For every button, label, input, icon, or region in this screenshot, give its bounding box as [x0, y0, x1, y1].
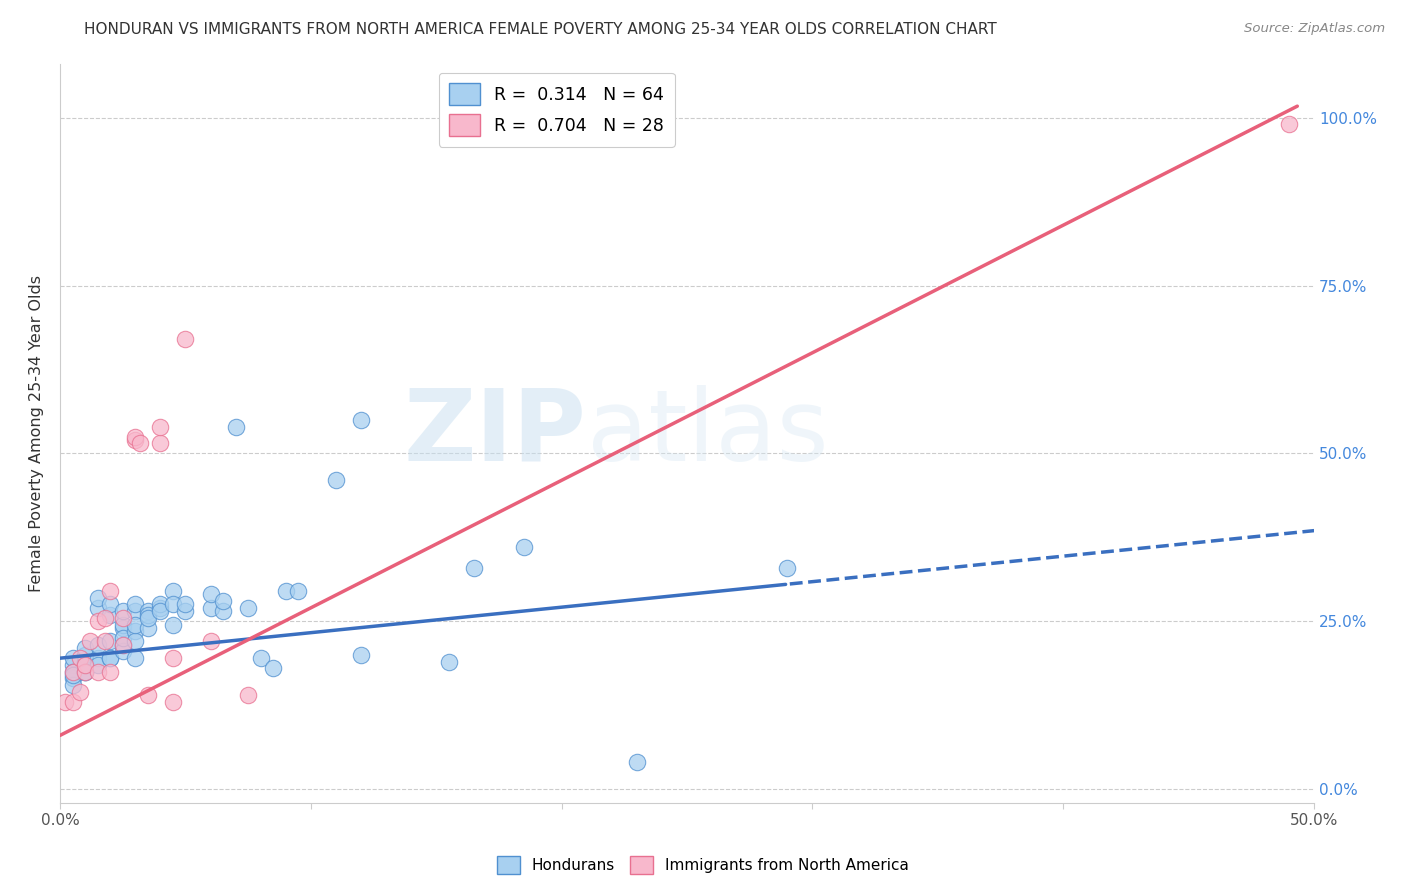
- Point: [98, 598, 121, 612]
- Point: [111, 611, 134, 625]
- Point: [162, 584, 184, 599]
- Point: [174, 604, 197, 618]
- Y-axis label: Female Poverty Among 25-34 Year Olds: Female Poverty Among 25-34 Year Olds: [30, 275, 44, 591]
- Point: [111, 617, 134, 632]
- Point: [98, 607, 121, 622]
- Point: [75, 657, 97, 672]
- Point: [162, 598, 184, 612]
- Point: [162, 617, 184, 632]
- Point: [86, 638, 108, 652]
- Point: [437, 655, 460, 669]
- Point: [124, 430, 146, 444]
- Point: [75, 641, 97, 656]
- Point: [174, 332, 197, 346]
- Point: [75, 665, 97, 679]
- Text: atlas: atlas: [586, 384, 828, 482]
- Point: [94, 611, 117, 625]
- Point: [86, 657, 108, 672]
- Point: [776, 560, 799, 574]
- Point: [124, 651, 146, 665]
- Point: [149, 598, 172, 612]
- Point: [212, 604, 235, 618]
- Point: [350, 413, 373, 427]
- Point: [236, 688, 259, 702]
- Point: [53, 695, 76, 709]
- Point: [149, 600, 172, 615]
- Point: [287, 584, 309, 599]
- Point: [111, 638, 134, 652]
- Point: [136, 604, 159, 618]
- Point: [129, 436, 152, 450]
- Point: [124, 433, 146, 447]
- Point: [200, 587, 222, 601]
- Text: ZIP: ZIP: [404, 384, 586, 482]
- Point: [62, 657, 84, 672]
- Point: [98, 634, 121, 648]
- Point: [98, 584, 121, 599]
- Point: [212, 594, 235, 608]
- Point: [75, 665, 97, 679]
- Point: [149, 436, 172, 450]
- Point: [75, 657, 97, 672]
- Point: [136, 611, 159, 625]
- Point: [98, 651, 121, 665]
- Legend: Hondurans, Immigrants from North America: Hondurans, Immigrants from North America: [491, 850, 915, 880]
- Text: HONDURAN VS IMMIGRANTS FROM NORTH AMERICA FEMALE POVERTY AMONG 25-34 YEAR OLDS C: HONDURAN VS IMMIGRANTS FROM NORTH AMERIC…: [84, 22, 997, 37]
- Point: [149, 604, 172, 618]
- Point: [94, 634, 117, 648]
- Point: [325, 473, 347, 487]
- Point: [225, 419, 247, 434]
- Legend: R =  0.314   N = 64, R =  0.704   N = 28: R = 0.314 N = 64, R = 0.704 N = 28: [439, 73, 675, 147]
- Point: [79, 634, 101, 648]
- Point: [262, 661, 284, 675]
- Point: [350, 648, 373, 662]
- Point: [62, 695, 84, 709]
- Point: [124, 634, 146, 648]
- Point: [124, 604, 146, 618]
- Point: [136, 621, 159, 635]
- Point: [111, 604, 134, 618]
- Point: [149, 419, 172, 434]
- Point: [62, 665, 84, 679]
- Point: [274, 584, 297, 599]
- Point: [62, 668, 84, 682]
- Point: [463, 560, 485, 574]
- Point: [111, 631, 134, 645]
- Point: [513, 541, 536, 555]
- Point: [86, 651, 108, 665]
- Point: [626, 756, 648, 770]
- Point: [98, 651, 121, 665]
- Point: [200, 634, 222, 648]
- Point: [98, 665, 121, 679]
- Point: [75, 665, 97, 679]
- Point: [124, 624, 146, 639]
- Text: Source: ZipAtlas.com: Source: ZipAtlas.com: [1244, 22, 1385, 36]
- Point: [174, 598, 197, 612]
- Point: [75, 655, 97, 669]
- Point: [136, 688, 159, 702]
- Point: [162, 695, 184, 709]
- Point: [1278, 118, 1301, 132]
- Point: [200, 600, 222, 615]
- Point: [86, 600, 108, 615]
- Point: [69, 651, 91, 665]
- Point: [111, 638, 134, 652]
- Point: [249, 651, 271, 665]
- Point: [62, 665, 84, 679]
- Point: [111, 644, 134, 658]
- Point: [86, 591, 108, 605]
- Point: [236, 600, 259, 615]
- Point: [86, 614, 108, 628]
- Point: [124, 598, 146, 612]
- Point: [162, 651, 184, 665]
- Point: [62, 671, 84, 685]
- Point: [69, 685, 91, 699]
- Point: [62, 651, 84, 665]
- Point: [86, 665, 108, 679]
- Point: [111, 621, 134, 635]
- Point: [62, 678, 84, 692]
- Point: [124, 617, 146, 632]
- Point: [75, 648, 97, 662]
- Point: [136, 607, 159, 622]
